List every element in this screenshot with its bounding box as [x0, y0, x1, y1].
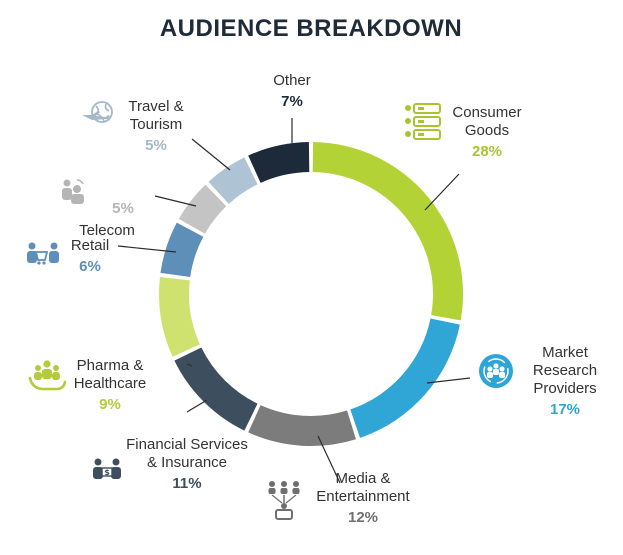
category-label-financial-services-and-insurance: Financial Services: [126, 436, 248, 453]
label-travel-and-tourism: Travel &Tourism 5%: [128, 98, 183, 154]
category-label-telecom: Telecom: [79, 222, 135, 239]
slice-retail: [160, 222, 204, 278]
category-label-travel-and-tourism: Tourism: [130, 116, 183, 133]
leader-travel-and-tourism: [191, 138, 231, 171]
value-label-travel-and-tourism: 5%: [145, 137, 167, 154]
chart-title: AUDIENCE BREAKDOWN: [160, 15, 462, 42]
slice-other: [248, 142, 310, 183]
slice-travel-and-tourism: [208, 157, 258, 204]
leader-retail: [117, 245, 177, 253]
category-label-pharma-and-healthcare: Pharma &: [77, 357, 144, 374]
leader-lines: [117, 118, 471, 484]
slice-market-research-providers: [350, 318, 460, 438]
slice-consumer-goods: [312, 142, 463, 321]
financial-services-icon: $: [93, 458, 121, 479]
category-label-other: Other: [273, 72, 311, 89]
label-pharma-and-healthcare: Pharma &Healthcare 9%: [74, 357, 147, 413]
category-label-consumer-goods: Goods: [465, 122, 509, 139]
consumer-goods-icon: [405, 103, 441, 140]
value-label-financial-services-and-insurance: 11%: [172, 475, 201, 492]
category-label-travel-and-tourism: Travel &: [128, 98, 183, 115]
value-label-market-research-providers: 17%: [550, 401, 580, 418]
category-label-media-and-entertainment: Entertainment: [316, 488, 410, 505]
value-label-pharma-and-healthcare: 9%: [99, 396, 121, 413]
label-media-and-entertainment: Media &Entertainment 12%: [316, 470, 410, 526]
category-label-market-research-providers: Market: [542, 344, 589, 361]
category-label-consumer-goods: Consumer: [452, 104, 521, 121]
value-label-consumer-goods: 28%: [472, 143, 502, 160]
leader-pharma-and-healthcare: [186, 363, 193, 367]
telecom-icon: [62, 179, 84, 204]
slice-financial-services-and-insurance: [174, 347, 258, 431]
value-label-retail: 6%: [79, 258, 101, 275]
svg-text:$: $: [104, 468, 110, 477]
pharma-healthcare-icon: [28, 360, 67, 391]
category-label-retail: Retail: [71, 237, 109, 254]
category-label-financial-services-and-insurance: & Insurance: [147, 454, 227, 471]
category-label-media-and-entertainment: Media &: [335, 470, 390, 487]
leader-financial-services-and-insurance: [186, 399, 208, 413]
category-label-market-research-providers: Research: [533, 362, 597, 379]
value-label-other: 7%: [281, 93, 303, 110]
slice-telecom: [178, 184, 227, 234]
leader-consumer-goods: [424, 173, 460, 211]
category-icons: $: [27, 101, 513, 520]
label-financial-services-and-insurance: Financial Services& Insurance 11%: [126, 436, 248, 492]
category-label-market-research-providers: Providers: [533, 380, 596, 397]
slice-pharma-and-healthcare: [158, 277, 200, 357]
travel-tourism-icon: [82, 101, 113, 123]
market-research-icon: [479, 354, 513, 388]
label-other: Other 7%: [273, 72, 311, 110]
slice-media-and-entertainment: [248, 405, 356, 446]
value-label-telecom: 5%: [112, 200, 134, 217]
retail-icon: [27, 242, 59, 265]
donut-slices: [158, 142, 463, 446]
category-label-pharma-and-healthcare: Healthcare: [74, 375, 147, 392]
label-retail: Retail 6%: [71, 237, 109, 275]
media-entertainment-icon: [268, 481, 300, 520]
leader-market-research-providers: [426, 377, 471, 384]
value-label-media-and-entertainment: 12%: [348, 509, 378, 526]
leader-media-and-entertainment: [317, 435, 341, 484]
leader-telecom: [154, 195, 197, 207]
label-telecom: 5% Telecom: [79, 200, 135, 239]
